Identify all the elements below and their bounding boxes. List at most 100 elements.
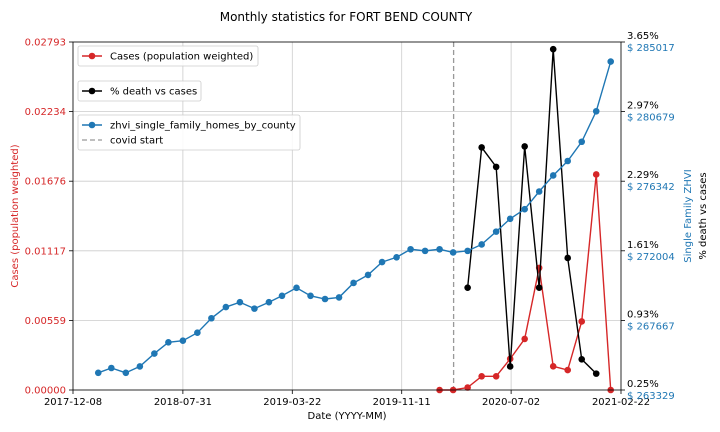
series-point-zhvi-single-family-homes-by-county: [151, 350, 158, 357]
legend-label-zhvi-single-family-homes-by-county: zhvi_single_family_homes_by_county: [110, 121, 296, 132]
series-point-death-vs-cases: [549, 45, 557, 53]
series-point-zhvi-single-family-homes-by-county: [478, 241, 485, 248]
series-point-death-vs-cases: [578, 355, 586, 363]
y-tick-label-zhvi: $ 276342: [627, 182, 675, 193]
legend-marker-death-vs-cases: [88, 87, 96, 95]
series-point-zhvi-single-family-homes-by-county: [293, 284, 300, 292]
series-point-zhvi-single-family-homes-by-county: [549, 172, 557, 179]
series-point-cases-population-weighted: [464, 384, 471, 391]
series-point-zhvi-single-family-homes-by-county: [307, 292, 314, 300]
series-line-death-vs-cases: [466, 49, 597, 375]
legend-box: [77, 45, 259, 67]
series-point-zhvi-single-family-homes-by-county: [578, 138, 586, 146]
x-axis-label: Date (YYYY-MM): [308, 411, 387, 422]
series-point-death-vs-cases: [464, 284, 471, 291]
y-tick-label-zhvi: $ 263329: [627, 391, 675, 402]
series-point-zhvi-single-family-homes-by-county: [321, 295, 329, 303]
axes: 2017-12-08 2018-07-31 2019-03-22 2019-11-11…: [25, 31, 675, 408]
series-point-zhvi-single-family-homes-by-county: [350, 279, 357, 287]
series-point-zhvi-single-family-homes-by-county: [165, 339, 172, 346]
y-axis-label-death: % death vs cases: [698, 172, 709, 259]
y-tick-label-zhvi: $ 267667: [627, 321, 675, 332]
plot-frame: [72, 41, 622, 391]
series-point-cases-population-weighted: [578, 318, 586, 325]
series-point-cases-population-weighted: [549, 363, 557, 370]
series-point-zhvi-single-family-homes-by-county: [94, 369, 102, 377]
series-point-zhvi-single-family-homes-by-county: [122, 369, 130, 377]
series-point-zhvi-single-family-homes-by-county: [607, 58, 615, 65]
series-point-zhvi-single-family-homes-by-county: [194, 329, 201, 337]
series-point-death-vs-cases: [592, 370, 600, 377]
y-tick-label-zhvi: $ 285017: [627, 43, 675, 54]
legend-marker-zhvi-single-family-homes-by-county: [88, 121, 96, 129]
series-point-cases-population-weighted: [492, 372, 500, 380]
series-point-zhvi-single-family-homes-by-county: [492, 228, 500, 235]
y-tick-label-death: 1.61%: [627, 240, 659, 251]
y-tick-label-left: 0.00559: [25, 316, 66, 327]
series-point-zhvi-single-family-homes-by-county: [436, 245, 443, 253]
series-point-zhvi-single-family-homes-by-county: [278, 292, 286, 300]
x-tick-label: 2019-11-11: [373, 397, 431, 408]
series-point-zhvi-single-family-homes-by-county: [236, 298, 244, 306]
series-point-death-vs-cases: [478, 144, 485, 151]
y-tick-label-death: 2.29%: [627, 170, 659, 181]
series-point-zhvi-single-family-homes-by-county: [136, 363, 144, 370]
series-point-cases-population-weighted: [521, 335, 528, 343]
series-point-zhvi-single-family-homes-by-county: [222, 303, 230, 311]
series-point-zhvi-single-family-homes-by-county: [378, 258, 386, 266]
series-point-death-vs-cases: [506, 363, 514, 370]
y-tick-label-zhvi: $ 272004: [627, 252, 675, 263]
series-point-zhvi-single-family-homes-by-county: [108, 364, 115, 372]
series-point-death-vs-cases: [492, 163, 500, 171]
series-point-zhvi-single-family-homes-by-county: [393, 253, 400, 261]
y-tick-label-death: 2.97%: [627, 101, 659, 112]
legend-label-cases-population-weighted: Cases (population weighted): [110, 52, 253, 63]
series-point-zhvi-single-family-homes-by-county: [449, 249, 457, 256]
x-tick-label: 2021-02-22: [592, 397, 650, 408]
legend-label-covid-start: covid start: [110, 136, 163, 147]
x-tick-label: 2018-07-31: [154, 397, 212, 408]
series-point-zhvi-single-family-homes-by-county: [265, 298, 273, 306]
series-point-zhvi-single-family-homes-by-county: [564, 157, 571, 165]
legend-box: [77, 114, 301, 151]
series-point-cases-population-weighted: [478, 372, 485, 380]
y-tick-label-zhvi: $ 280679: [627, 113, 675, 124]
series-point-death-vs-cases: [535, 284, 543, 291]
y-axis-label-left: Cases (population weighted): [10, 144, 21, 287]
series-point-zhvi-single-family-homes-by-county: [251, 305, 258, 312]
y-axis-label-zhvi: Single Family ZHVI: [683, 169, 694, 262]
series-point-zhvi-single-family-homes-by-county: [464, 247, 471, 255]
y-tick-label-death: 3.65%: [627, 31, 659, 42]
y-tick-label-left: 0.01117: [25, 246, 66, 257]
series-point-cases-population-weighted: [592, 171, 600, 178]
y-tick-label-death: 0.25%: [627, 379, 659, 390]
series-point-death-vs-cases: [564, 254, 571, 262]
legend-marker-cases-population-weighted: [88, 52, 96, 60]
legend-label-death-vs-cases: % death vs cases: [110, 87, 197, 98]
series-point-zhvi-single-family-homes-by-county: [592, 107, 600, 115]
y-tick-label-death: 0.93%: [627, 309, 659, 320]
series-point-zhvi-single-family-homes-by-county: [179, 337, 187, 345]
series-point-zhvi-single-family-homes-by-county: [421, 247, 429, 255]
y-tick-label-left: 0.02234: [25, 107, 66, 118]
series-point-zhvi-single-family-homes-by-county: [335, 294, 343, 301]
x-tick-label: 2020-07-02: [482, 397, 540, 408]
legend: Cases (population weighted) % death vs ca…: [77, 45, 301, 151]
x-tick-label: 2019-03-22: [263, 397, 321, 408]
x-tick-label: 2017-12-08: [44, 397, 102, 408]
y-tick-label-left: 0.01676: [25, 177, 66, 188]
chart-title: Monthly statistics for FORT BEND COUNTY: [220, 10, 473, 24]
series-point-zhvi-single-family-homes-by-county: [364, 271, 372, 279]
series-point-zhvi-single-family-homes-by-county: [506, 215, 514, 223]
series-point-death-vs-cases: [521, 143, 528, 150]
plot-area: [94, 42, 615, 394]
series-point-zhvi-single-family-homes-by-county: [208, 314, 215, 322]
series-point-cases-population-weighted: [564, 366, 571, 374]
y-tick-label-left: 0.02793: [25, 38, 66, 49]
grid: [72, 41, 622, 391]
y-tick-label-left: 0.00000: [25, 386, 66, 397]
series-point-zhvi-single-family-homes-by-county: [407, 245, 414, 253]
